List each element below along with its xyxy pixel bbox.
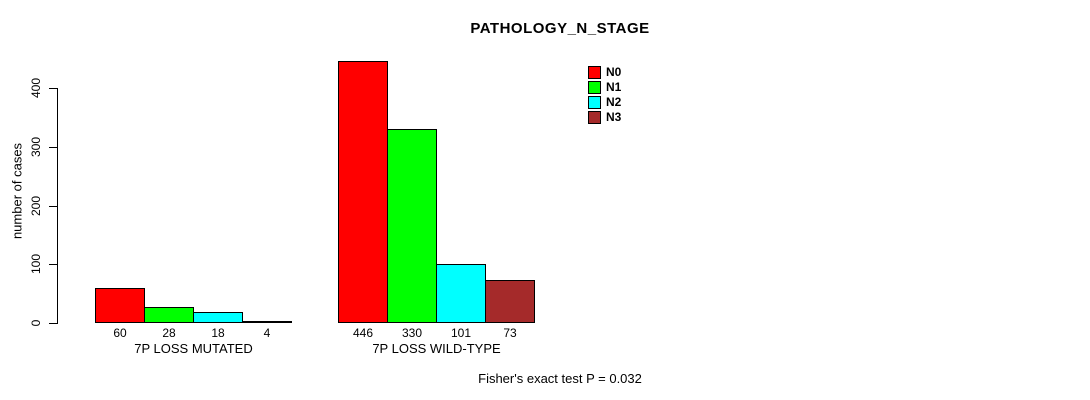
legend: N0 N1 N2 N3 xyxy=(588,66,621,126)
legend-swatch-n3 xyxy=(588,111,601,124)
legend-item: N3 xyxy=(588,111,621,124)
annotation-text: Fisher's exact test P = 0.032 xyxy=(478,371,642,386)
legend-label: N2 xyxy=(606,95,622,109)
y-axis-label: number of cases xyxy=(9,142,25,240)
bar-n3-group2 xyxy=(485,280,535,323)
legend-swatch-n0 xyxy=(588,66,601,79)
bar-value-label: 73 xyxy=(503,326,517,340)
bar-n2-group1 xyxy=(193,312,243,323)
y-axis-line xyxy=(57,88,58,323)
chart-title: PATHOLOGY_N_STAGE xyxy=(470,20,650,37)
legend-item: N2 xyxy=(588,96,621,109)
bar-n0-group1 xyxy=(95,288,145,323)
legend-label: N3 xyxy=(606,110,622,124)
y-tick xyxy=(49,323,58,324)
y-tick xyxy=(49,264,58,265)
y-tick xyxy=(49,147,58,148)
bar-value-label: 60 xyxy=(113,326,127,340)
bar-n1-group2 xyxy=(387,129,437,323)
bar-value-label: 4 xyxy=(263,326,271,340)
bar-value-label: 330 xyxy=(401,326,423,340)
bar-value-label: 18 xyxy=(211,326,225,340)
y-tick-label: 100 xyxy=(29,253,43,275)
bar-value-label: 446 xyxy=(352,326,374,340)
legend-label: N0 xyxy=(606,65,622,79)
bar-n2-group2 xyxy=(436,264,486,323)
y-tick-label: 400 xyxy=(29,77,43,99)
bar-n0-group2 xyxy=(338,61,388,323)
bar-value-label: 28 xyxy=(162,326,176,340)
y-tick-label: 0 xyxy=(29,319,43,327)
legend-item: N0 xyxy=(588,66,621,79)
legend-swatch-n2 xyxy=(588,96,601,109)
legend-label: N1 xyxy=(606,80,622,94)
bar-n3-group1 xyxy=(242,321,292,323)
y-tick xyxy=(49,88,58,89)
group-label: 7P LOSS MUTATED xyxy=(134,341,253,356)
bar-n1-group1 xyxy=(144,307,194,323)
bar-value-label: 101 xyxy=(450,326,472,340)
legend-swatch-n1 xyxy=(588,81,601,94)
y-tick-label: 300 xyxy=(29,136,43,158)
legend-item: N1 xyxy=(588,81,621,94)
y-tick xyxy=(49,206,58,207)
y-tick-label: 200 xyxy=(29,195,43,217)
group-label: 7P LOSS WILD-TYPE xyxy=(372,341,501,356)
